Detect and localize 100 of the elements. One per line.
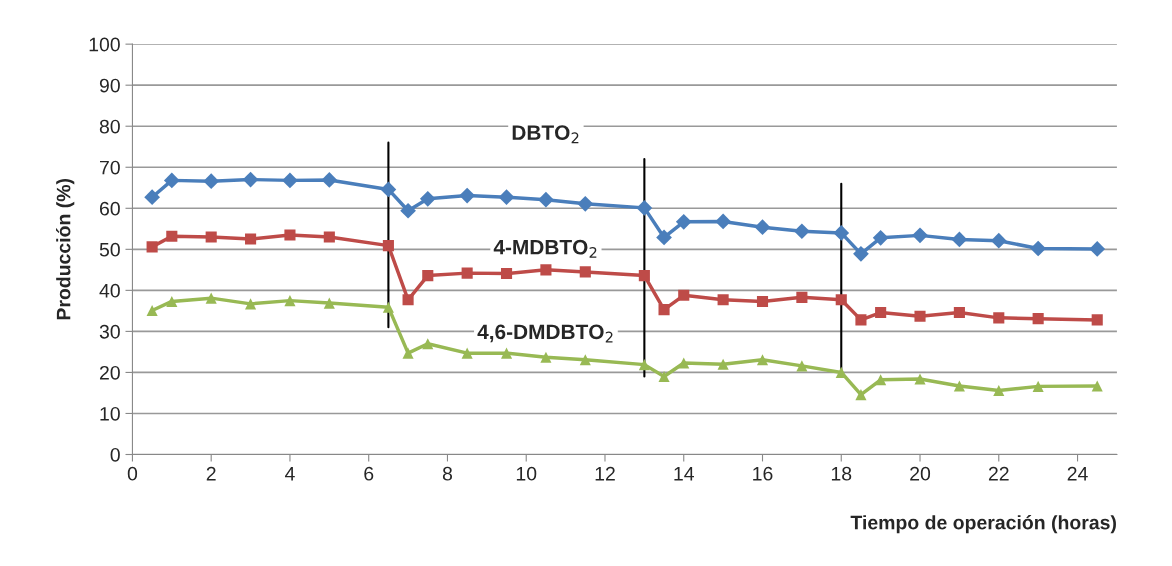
point xyxy=(282,172,298,189)
point xyxy=(245,233,257,245)
x-tick-label: 12 xyxy=(595,466,615,481)
point xyxy=(146,304,158,317)
point xyxy=(717,294,729,306)
x-tick-label: 16 xyxy=(753,466,773,481)
point xyxy=(756,295,769,307)
x-tick-label: 8 xyxy=(442,466,453,481)
point xyxy=(400,202,416,219)
point xyxy=(715,213,731,230)
point xyxy=(402,294,414,306)
series-label: 4,6-DMDBTO$_{2}$ xyxy=(477,324,613,343)
point xyxy=(323,231,335,243)
point xyxy=(638,359,650,371)
text: DBTO$_{2}$ xyxy=(512,125,579,144)
point xyxy=(577,195,594,212)
x-tick-label: 24 xyxy=(1067,466,1088,481)
point xyxy=(205,231,217,243)
point xyxy=(796,291,808,303)
series-label: 4-MDBTO$_{2}$ xyxy=(493,239,597,258)
point xyxy=(500,267,513,280)
point xyxy=(875,306,887,319)
y-tick-label: 90 xyxy=(99,78,120,93)
x-tick-label: 22 xyxy=(988,466,1009,481)
point xyxy=(500,347,513,359)
point xyxy=(205,292,217,304)
point xyxy=(321,172,338,188)
point xyxy=(678,357,690,369)
point xyxy=(540,351,552,363)
point xyxy=(872,229,889,246)
point xyxy=(875,374,887,386)
point xyxy=(717,358,729,370)
point xyxy=(656,229,672,246)
point xyxy=(914,373,926,385)
point xyxy=(1032,313,1044,325)
x-tick-label: 10 xyxy=(516,466,537,481)
y-tick-label: 100 xyxy=(89,37,120,52)
point xyxy=(794,223,810,240)
point xyxy=(163,172,180,189)
point xyxy=(166,230,178,242)
x-tick-label: 2 xyxy=(206,466,216,481)
point xyxy=(382,240,394,252)
y-tick-label: 80 xyxy=(99,119,120,134)
y-tick-label: 60 xyxy=(99,201,120,216)
point xyxy=(245,298,257,310)
x-tick-label: 20 xyxy=(910,466,931,481)
point xyxy=(166,295,178,307)
point xyxy=(658,304,670,316)
y-tick-label: 0 xyxy=(110,447,120,462)
point xyxy=(855,389,867,401)
point xyxy=(678,289,690,301)
y-tick-label: 20 xyxy=(99,365,120,380)
point xyxy=(993,312,1005,324)
point xyxy=(675,213,692,230)
point xyxy=(835,294,847,306)
point xyxy=(914,310,926,322)
point xyxy=(636,200,653,216)
x-tick-label: 4 xyxy=(284,467,295,481)
point xyxy=(461,347,473,359)
point xyxy=(422,270,434,282)
x-tick-label: 14 xyxy=(674,467,694,481)
x-tick-label: 18 xyxy=(831,466,852,481)
point xyxy=(853,245,869,262)
point xyxy=(953,306,965,319)
point xyxy=(144,189,160,206)
point xyxy=(756,354,769,366)
point xyxy=(953,380,965,392)
point xyxy=(1030,240,1047,257)
point xyxy=(203,173,220,190)
y-tick-label: 70 xyxy=(100,160,120,175)
point xyxy=(419,190,436,207)
point xyxy=(461,267,473,279)
point xyxy=(835,366,847,378)
point xyxy=(540,264,552,276)
point xyxy=(242,171,259,188)
x-tick-label: 6 xyxy=(364,466,374,481)
point xyxy=(538,191,554,208)
y-tick-label: 40 xyxy=(99,283,120,298)
point xyxy=(323,297,335,309)
point xyxy=(951,231,968,248)
point xyxy=(498,189,515,206)
point xyxy=(1089,241,1106,257)
y-tick-label: 50 xyxy=(99,242,120,257)
y-tick-label: 30 xyxy=(99,324,120,339)
point xyxy=(993,384,1005,397)
y-axis-title: Producción (%) xyxy=(56,178,75,320)
point xyxy=(1032,380,1044,392)
point xyxy=(912,227,928,244)
point xyxy=(382,301,394,313)
point xyxy=(380,181,397,198)
point xyxy=(990,232,1007,249)
point xyxy=(658,370,670,383)
point xyxy=(579,266,591,278)
point xyxy=(1091,380,1103,392)
point xyxy=(1091,314,1103,326)
point xyxy=(833,225,850,241)
point xyxy=(284,295,296,307)
point xyxy=(402,347,414,359)
point xyxy=(146,241,158,253)
y-tick-label: 10 xyxy=(100,406,120,421)
